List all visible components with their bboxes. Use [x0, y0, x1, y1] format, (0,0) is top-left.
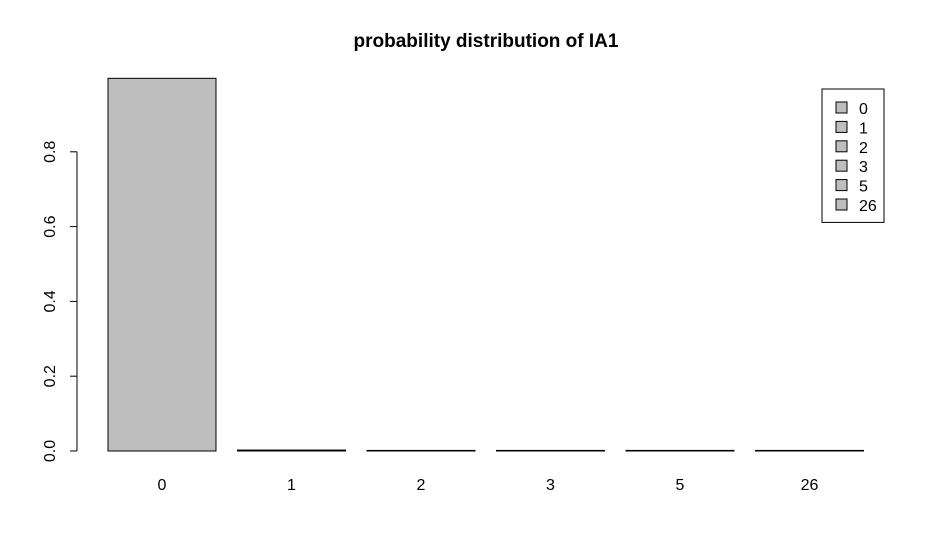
- bar-1: [237, 449, 346, 452]
- legend-swatch: [835, 179, 848, 192]
- x-tick-label: 0: [158, 477, 167, 494]
- y-tick-label: 0.4: [42, 290, 59, 312]
- legend-swatch: [835, 101, 848, 114]
- legend-swatch: [835, 120, 848, 133]
- bar-3: [496, 449, 605, 452]
- legend: 0 1 2 3 5 26: [821, 88, 885, 223]
- chart-title: probability distribution of IA1: [354, 31, 619, 52]
- legend-label: 2: [859, 140, 868, 157]
- bar-2: [366, 449, 476, 452]
- legend-label: 1: [859, 120, 868, 137]
- legend-swatch: [835, 198, 848, 211]
- bars: [107, 77, 864, 452]
- x-tick-label: 26: [801, 477, 819, 494]
- bar-0: [107, 77, 217, 452]
- y-tick-label: 0.8: [42, 141, 59, 163]
- x-tick-label: 1: [287, 477, 296, 494]
- x-tick-label: 2: [417, 477, 426, 494]
- x-tick-label: 3: [546, 477, 555, 494]
- y-tick-label: 0.2: [42, 365, 59, 387]
- legend-swatch: [835, 140, 848, 153]
- legend-label: 5: [859, 179, 868, 196]
- bar-5: [625, 449, 735, 452]
- legend-label: 26: [859, 198, 877, 215]
- x-tick-labels: 0 1 2 3 5 26: [158, 477, 819, 494]
- y-tick-label: 0.0: [42, 440, 59, 462]
- legend-box: [821, 88, 885, 223]
- legend-label: 3: [859, 159, 868, 176]
- x-tick-label: 5: [676, 477, 685, 494]
- bar-26: [755, 449, 864, 452]
- y-tick-label: 0.6: [42, 215, 59, 237]
- y-axis: 0.0 0.2 0.4 0.6 0.8: [42, 141, 78, 462]
- legend-label: 0: [859, 101, 868, 118]
- legend-swatch: [835, 159, 848, 172]
